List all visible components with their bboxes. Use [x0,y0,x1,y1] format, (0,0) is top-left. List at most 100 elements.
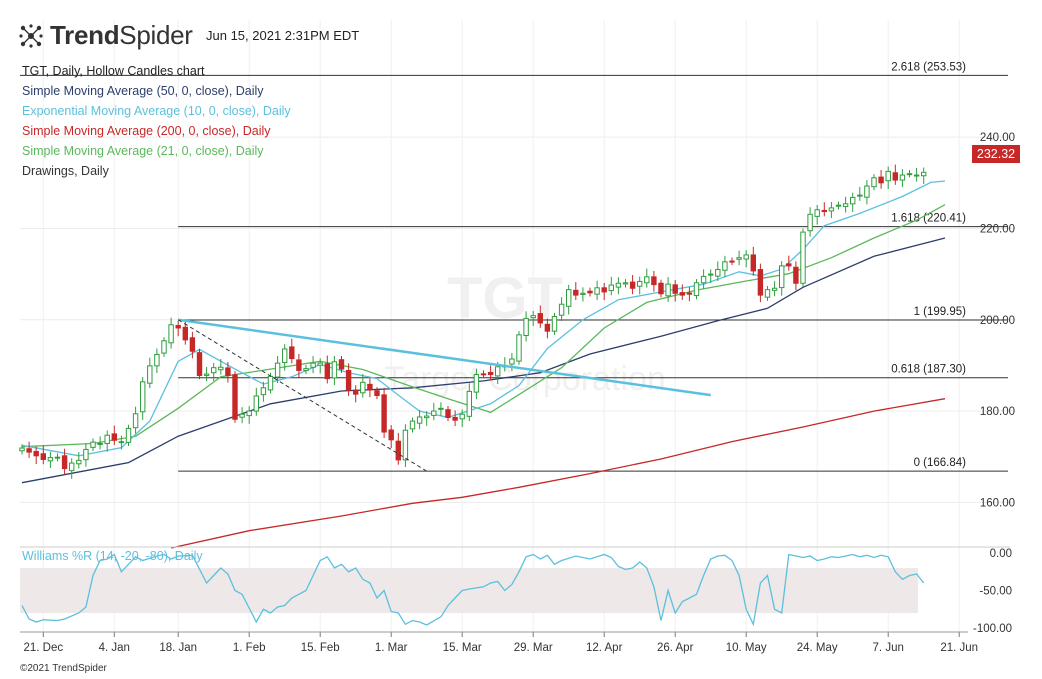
candle-body [566,289,572,307]
ma-line [170,398,946,549]
candle-body [97,442,103,445]
candle-body [622,282,629,285]
candle-body [445,409,451,418]
williams-r-panel: 0.00 -50.00 -100.00 [20,546,1012,635]
candle-body [828,207,835,212]
candle-body [700,275,707,284]
candle-body [438,407,444,410]
candle-body [61,455,68,470]
candle-body [771,287,778,291]
candle-body [885,170,891,182]
legend-item-sma200[interactable]: Simple Moving Average (200, 0, close), D… [22,124,271,138]
candle-body [125,427,132,443]
candle-body [665,283,671,297]
ma-line [21,237,946,484]
legend-item-drawings[interactable]: Drawings, Daily [22,164,109,178]
williams-r-label[interactable]: Williams %R (14, -20, -80), Daily [22,549,203,563]
candle-body [225,367,231,376]
candle-body [147,365,153,384]
candle-body [651,276,657,286]
candle-body [913,174,920,177]
candle-body [111,433,117,441]
candle-body [416,416,423,424]
candle-body [644,276,650,284]
fib-level-label: 1 (199.95) [914,306,967,318]
candle-body [530,315,536,319]
descending-trendline [178,318,711,397]
date-tick-label: 7. Jun [873,642,904,654]
candle-body [118,441,125,444]
date-tick-label: 1. Mar [375,642,408,654]
candle-body [786,263,792,267]
candle-body [267,375,274,391]
candle-body [516,334,522,362]
candle-body [317,362,323,366]
candle-body [764,289,771,298]
price-tick-label: 200.00 [980,315,1015,327]
candle-body [203,373,210,376]
candle-body [857,194,863,197]
legend-item-sma21[interactable]: Simple Moving Average (21, 0, close), Da… [22,144,264,158]
candle-body [693,282,700,297]
candle-body [409,420,416,430]
date-tick-label: 18. Jan [159,642,197,654]
date-tick-label: 1. Feb [233,642,266,654]
drawings [177,318,711,472]
price-tick-label: 220.00 [980,223,1015,235]
candle-body [310,362,316,368]
candle-body [90,441,96,448]
candle-body [83,448,89,461]
candle-body [544,323,551,332]
candle-body [19,447,25,452]
legend-title: TGT, Daily, Hollow Candles chart [22,64,205,78]
candle-body [573,289,579,296]
candle-body [906,173,913,176]
candle-body [218,366,224,371]
candle-body [672,284,678,294]
candle-body [800,231,806,284]
candle-body [381,394,387,433]
candle-body [395,440,402,461]
brand-name: TrendSpider [50,20,193,50]
trendspider-logo-icon [19,23,43,48]
candle-body [835,204,842,207]
candle-body [814,209,820,217]
williams-r-line [21,553,925,627]
candle-body [480,373,487,376]
candle-body [864,185,870,198]
candle-body [211,367,217,374]
fib-level-label: 1.618 (220.41) [891,213,966,225]
candle-body [54,456,61,459]
candle-body [779,265,785,289]
candle-body [658,282,664,295]
ma-line [21,204,946,448]
candle-body [140,381,146,413]
candle-body [388,429,394,441]
candle-body [537,313,543,324]
candle-body [431,410,437,416]
price-tick-label: 180.00 [980,406,1015,418]
candle-body [168,324,174,344]
candle-body [154,353,160,367]
candle-body [551,316,558,332]
price-tick-label: 240.00 [980,132,1015,144]
date-tick-label: 26. Apr [657,642,694,654]
legend-item-ema10[interactable]: Exponential Moving Average (10, 0, close… [22,104,291,118]
date-tick-label: 24. May [797,642,838,654]
candle-body [345,369,352,391]
candle-body [69,462,75,472]
legend-item-sma50[interactable]: Simple Moving Average (50, 0, close), Da… [22,84,264,98]
candle-body [282,348,288,363]
candle-body [629,281,636,289]
candle-body [246,410,252,417]
candle-body [459,413,465,420]
candle-body [487,371,494,376]
brand-header[interactable]: TrendSpider [18,20,193,51]
williams-r-tick-label: 0.00 [990,548,1012,560]
candle-body [750,254,756,272]
date-tick-label: 21. Dec [23,642,63,654]
candle-body [324,363,331,380]
candle-body [33,450,39,457]
indicator-legend: TGT, Daily, Hollow Candles chart Simple … [22,61,291,181]
